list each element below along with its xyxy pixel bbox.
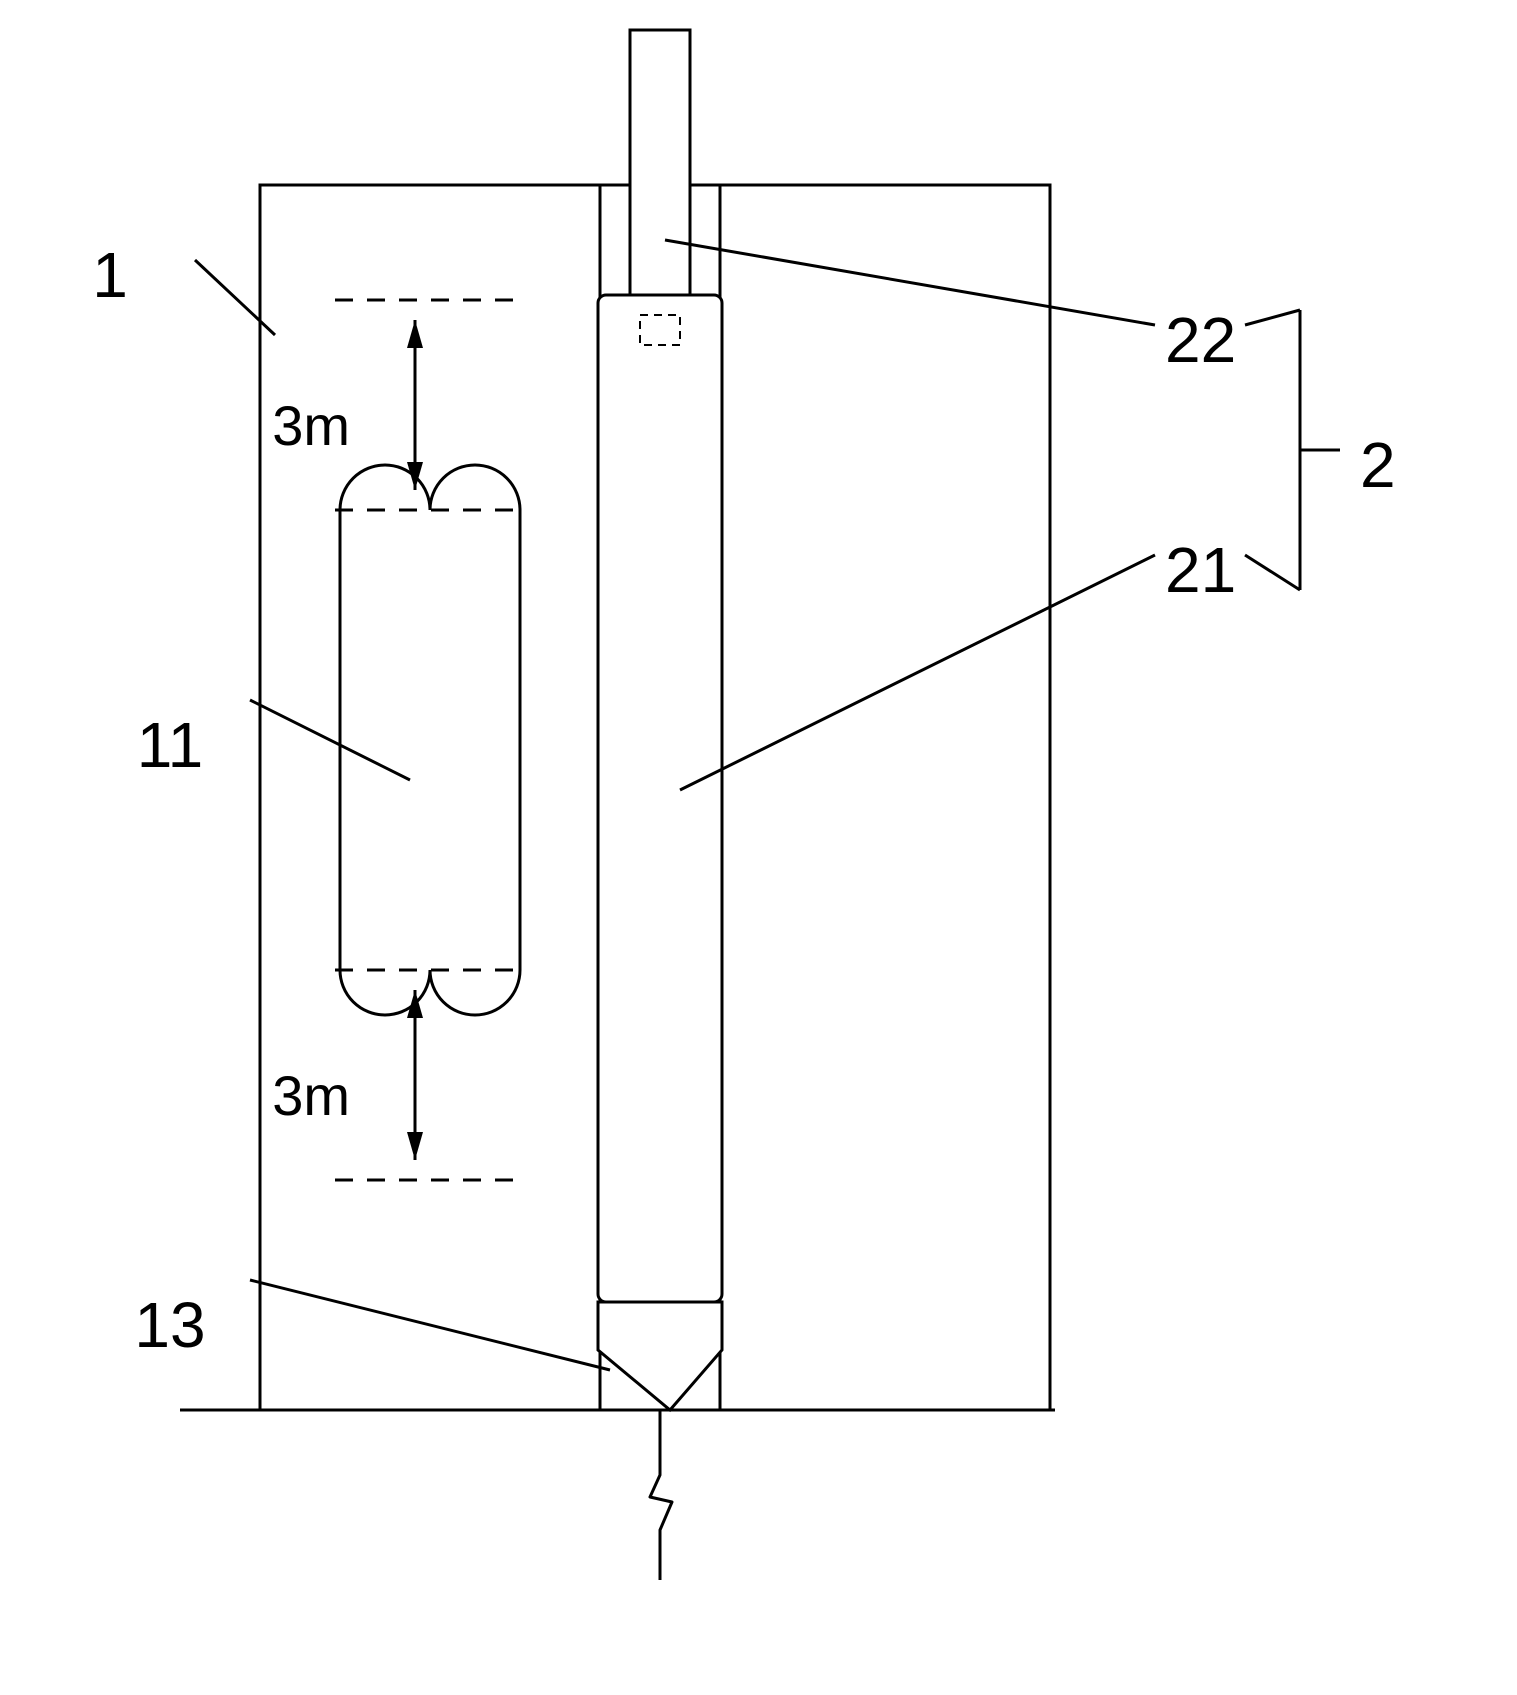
group-2-top [1245, 310, 1300, 325]
label-13-leader [250, 1280, 610, 1370]
dim-top-label: 3m [272, 394, 350, 457]
label-22-leader [665, 240, 1155, 325]
label-13: 13 [134, 1289, 205, 1361]
label-21-leader [680, 555, 1155, 790]
capsule [340, 465, 520, 1015]
label-1: 1 [92, 239, 128, 311]
rod-top [630, 30, 690, 295]
label-2: 2 [1360, 429, 1396, 501]
label-21: 21 [1165, 534, 1236, 606]
dim-bot-label: 3m [272, 1064, 350, 1127]
group-2-bot [1245, 555, 1300, 590]
label-11: 11 [137, 709, 203, 781]
tube-body [598, 295, 722, 1302]
label-11-leader [250, 700, 410, 780]
label-22: 22 [1165, 304, 1236, 376]
tube-tip [598, 1302, 722, 1410]
label-1-leader [195, 260, 275, 335]
break-symbol [650, 1410, 672, 1580]
